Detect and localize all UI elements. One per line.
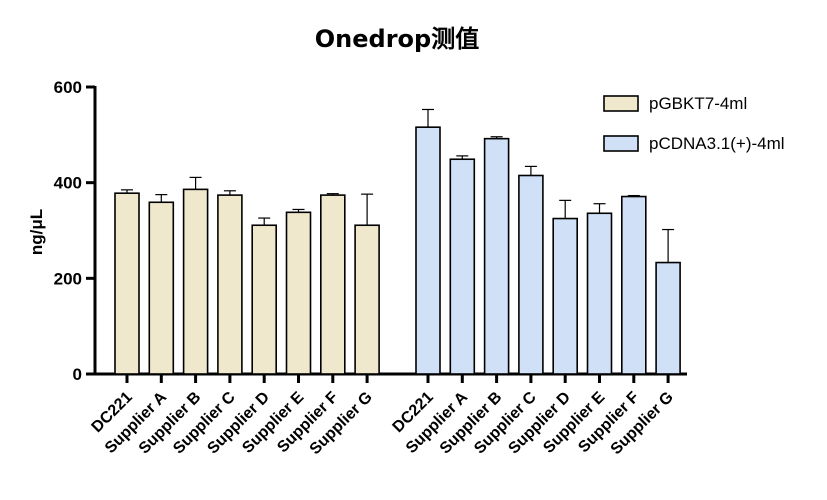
bar [518,174,544,375]
chart-title: Onedrop测值 [315,25,479,53]
bar [319,194,346,375]
bar [114,192,140,375]
bar [655,261,681,375]
bar [217,194,243,375]
legend-label: pGBKT7-4ml [649,94,747,113]
bar [182,188,209,375]
y-tick-label: 600 [54,78,82,97]
legend-swatch [603,135,639,152]
bar [483,137,510,375]
y-tick-label: 200 [54,269,82,288]
bar [586,212,613,375]
bar [251,224,277,375]
y-tick-label: 0 [73,365,82,384]
y-axis-label: ng/μL [27,209,46,255]
bar [449,158,476,375]
legend: pGBKT7-4ml pCDNA3.1(+)-4ml [603,94,785,153]
bar [354,224,380,375]
bar [552,217,579,375]
y-tick-label: 400 [54,174,82,193]
bar [285,211,312,375]
bar [620,195,647,375]
legend-swatch [603,95,639,112]
bar [148,201,175,375]
bar [415,126,441,375]
legend-label: pCDNA3.1(+)-4ml [649,134,785,153]
